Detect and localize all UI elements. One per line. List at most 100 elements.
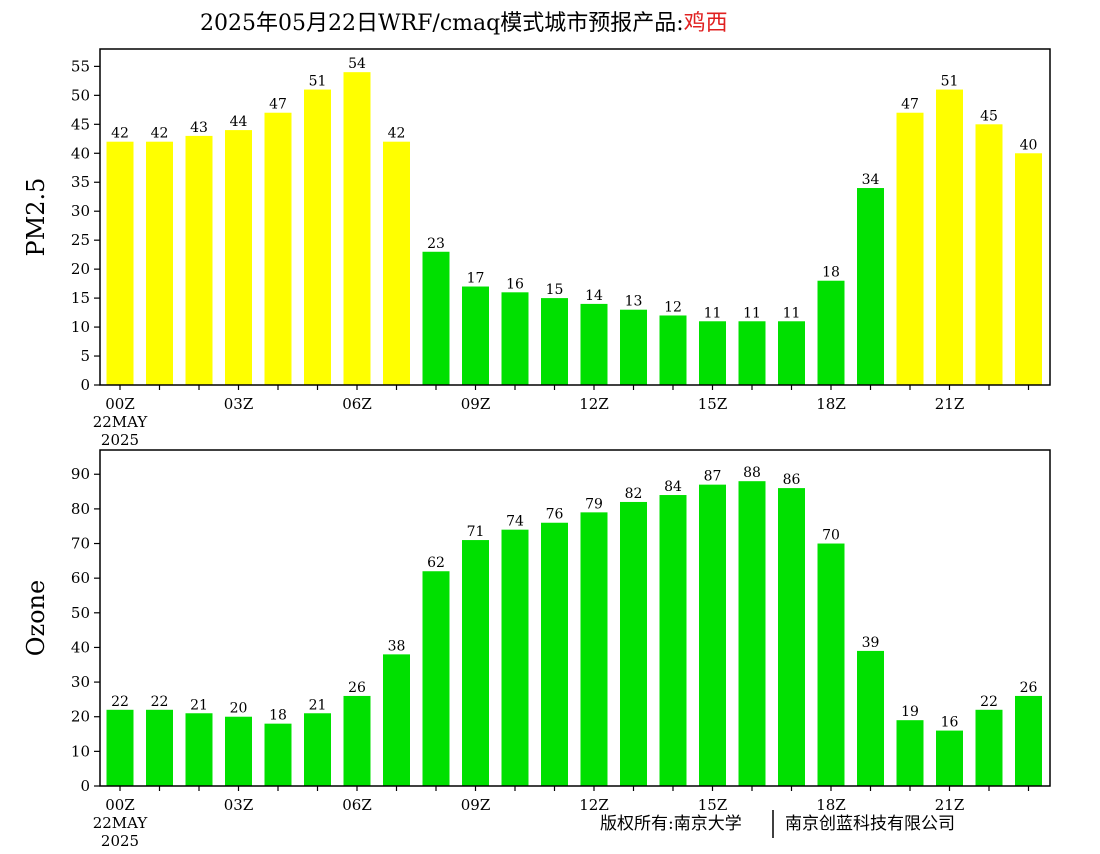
pm25-x-tick-label: 06Z: [342, 395, 372, 413]
ozone-bar-value: 79: [585, 496, 603, 512]
ozone-bar: [541, 522, 568, 786]
pm25-bar: [304, 89, 331, 386]
ozone-x-tick-label: 03Z: [224, 796, 254, 814]
pm25-bar-value: 45: [980, 108, 998, 124]
pm25-y-tick-label: 35: [71, 173, 90, 191]
pm25-bar-value: 11: [704, 305, 722, 321]
chart-title-main: 2025年05月22日WRF/cmaq模式城市预报产品:: [200, 11, 684, 36]
ozone-bar: [422, 571, 450, 786]
ozone-bar-value: 26: [348, 680, 366, 696]
pm25-bar: [343, 72, 371, 386]
pm25-y-tick-label: 0: [80, 376, 90, 394]
ozone-bar-value: 21: [190, 697, 208, 713]
pm25-bar-value: 47: [269, 97, 287, 113]
ozone-bar-value: 84: [664, 479, 682, 495]
pm25-bar-value: 47: [901, 97, 919, 113]
ozone-bar: [304, 713, 331, 786]
pm25-bar: [264, 112, 292, 385]
pm25-bar-value: 18: [822, 265, 840, 281]
pm25-bar: [1015, 153, 1042, 385]
pm25-x-tick-label: 00Z: [105, 395, 135, 413]
pm25-x-tick-label: 12Z: [579, 395, 609, 413]
ozone-bar: [264, 723, 292, 786]
pm25-bar: [857, 188, 884, 385]
ozone-x-tick-label: 06Z: [342, 796, 372, 814]
ozone-date-label: 22MAY: [93, 814, 149, 832]
pm25-bar: [580, 303, 608, 385]
pm25-bar: [738, 321, 766, 385]
pm25-date-label: 22MAY: [93, 413, 149, 431]
ozone-bar: [659, 495, 687, 786]
pm25-bar-value: 34: [862, 172, 880, 188]
pm25-bar: [501, 292, 529, 385]
pm25-y-tick-label: 50: [71, 86, 90, 104]
ozone-bar: [580, 512, 608, 786]
ozone-bar-value: 22: [111, 694, 129, 710]
ozone-panel: 22 22 21 20 18 21 26 38 62 71 74 76 79 82 84 87 88 86 70 39…: [22, 449, 1051, 850]
pm25-bar: [106, 141, 134, 385]
pm25-bar: [383, 141, 410, 385]
ozone-bar-value: 87: [704, 469, 722, 485]
ozone-bar: [343, 695, 371, 786]
ozone-y-tick-label: 20: [71, 708, 90, 726]
pm25-bar-value: 40: [1020, 137, 1038, 153]
ozone-bar-value: 26: [1020, 680, 1038, 696]
ozone-x-tick-label: 09Z: [461, 796, 491, 814]
ozone-x-tick-label: 00Z: [105, 796, 135, 814]
pm25-date-label: 2025: [101, 431, 139, 449]
ozone-bar: [896, 720, 924, 786]
pm25-x-tick-label: 09Z: [461, 395, 491, 413]
copyright-left: 版权所有:南京大学: [600, 814, 742, 834]
pm25-bar-value: 17: [467, 271, 485, 287]
copyright-right: 南京创蓝科技有限公司: [785, 814, 955, 834]
ozone-bar-value: 22: [980, 694, 998, 710]
pm25-bar-value: 42: [151, 126, 169, 142]
pm25-x-tick-label: 03Z: [224, 395, 254, 413]
pm25-y-tick-label: 55: [71, 57, 90, 75]
ozone-bar: [857, 650, 884, 786]
ozone-bar: [383, 654, 410, 786]
pm25-bar: [975, 124, 1003, 385]
pm25-bar-value: 44: [230, 114, 248, 130]
ozone-date-label: 2025: [101, 832, 139, 850]
pm25-bar-value: 11: [783, 305, 801, 321]
pm25-y-axis-title: PM2.5: [22, 178, 50, 257]
pm25-bar: [185, 135, 213, 385]
ozone-y-tick-label: 0: [80, 777, 90, 795]
ozone-y-tick-label: 70: [71, 535, 90, 553]
chart-title-city: 鸡西: [684, 11, 728, 36]
pm25-x-tick-label: 15Z: [698, 395, 728, 413]
pm25-y-tick-label: 40: [71, 144, 90, 162]
ozone-bar-value: 88: [743, 465, 761, 481]
ozone-bar-value: 22: [151, 694, 169, 710]
pm25-bar-value: 42: [111, 126, 129, 142]
ozone-y-tick-label: 40: [71, 638, 90, 656]
ozone-y-tick-label: 80: [71, 500, 90, 518]
ozone-plot-frame: [99, 449, 1051, 787]
ozone-bar: [1015, 695, 1042, 786]
pm25-bar: [778, 321, 805, 385]
ozone-bar: [699, 484, 726, 786]
pm25-y-tick-label: 10: [71, 318, 90, 336]
ozone-bar-value: 16: [941, 715, 959, 731]
ozone-y-axis-title: Ozone: [22, 580, 50, 656]
pm25-y-tick-label: 30: [71, 202, 90, 220]
ozone-y-tick-label: 10: [71, 742, 90, 760]
ozone-x-tick-label: 21Z: [935, 796, 965, 814]
pm25-bar: [817, 280, 845, 385]
pm25-x-tick-label: 21Z: [935, 395, 965, 413]
pm25-bar-value: 51: [309, 74, 327, 90]
ozone-x-tick-label: 18Z: [816, 796, 846, 814]
ozone-y-tick-label: 90: [71, 465, 90, 483]
ozone-bar-value: 74: [506, 514, 524, 530]
pm25-bar-value: 16: [506, 276, 524, 292]
pm25-plot-frame: [99, 48, 1051, 386]
ozone-y-tick-label: 30: [71, 673, 90, 691]
pm25-bar-value: 23: [427, 236, 445, 252]
ozone-bar-value: 71: [467, 524, 485, 540]
ozone-bar: [975, 709, 1003, 786]
ozone-bar: [501, 529, 529, 786]
ozone-x-tick-label: 15Z: [698, 796, 728, 814]
